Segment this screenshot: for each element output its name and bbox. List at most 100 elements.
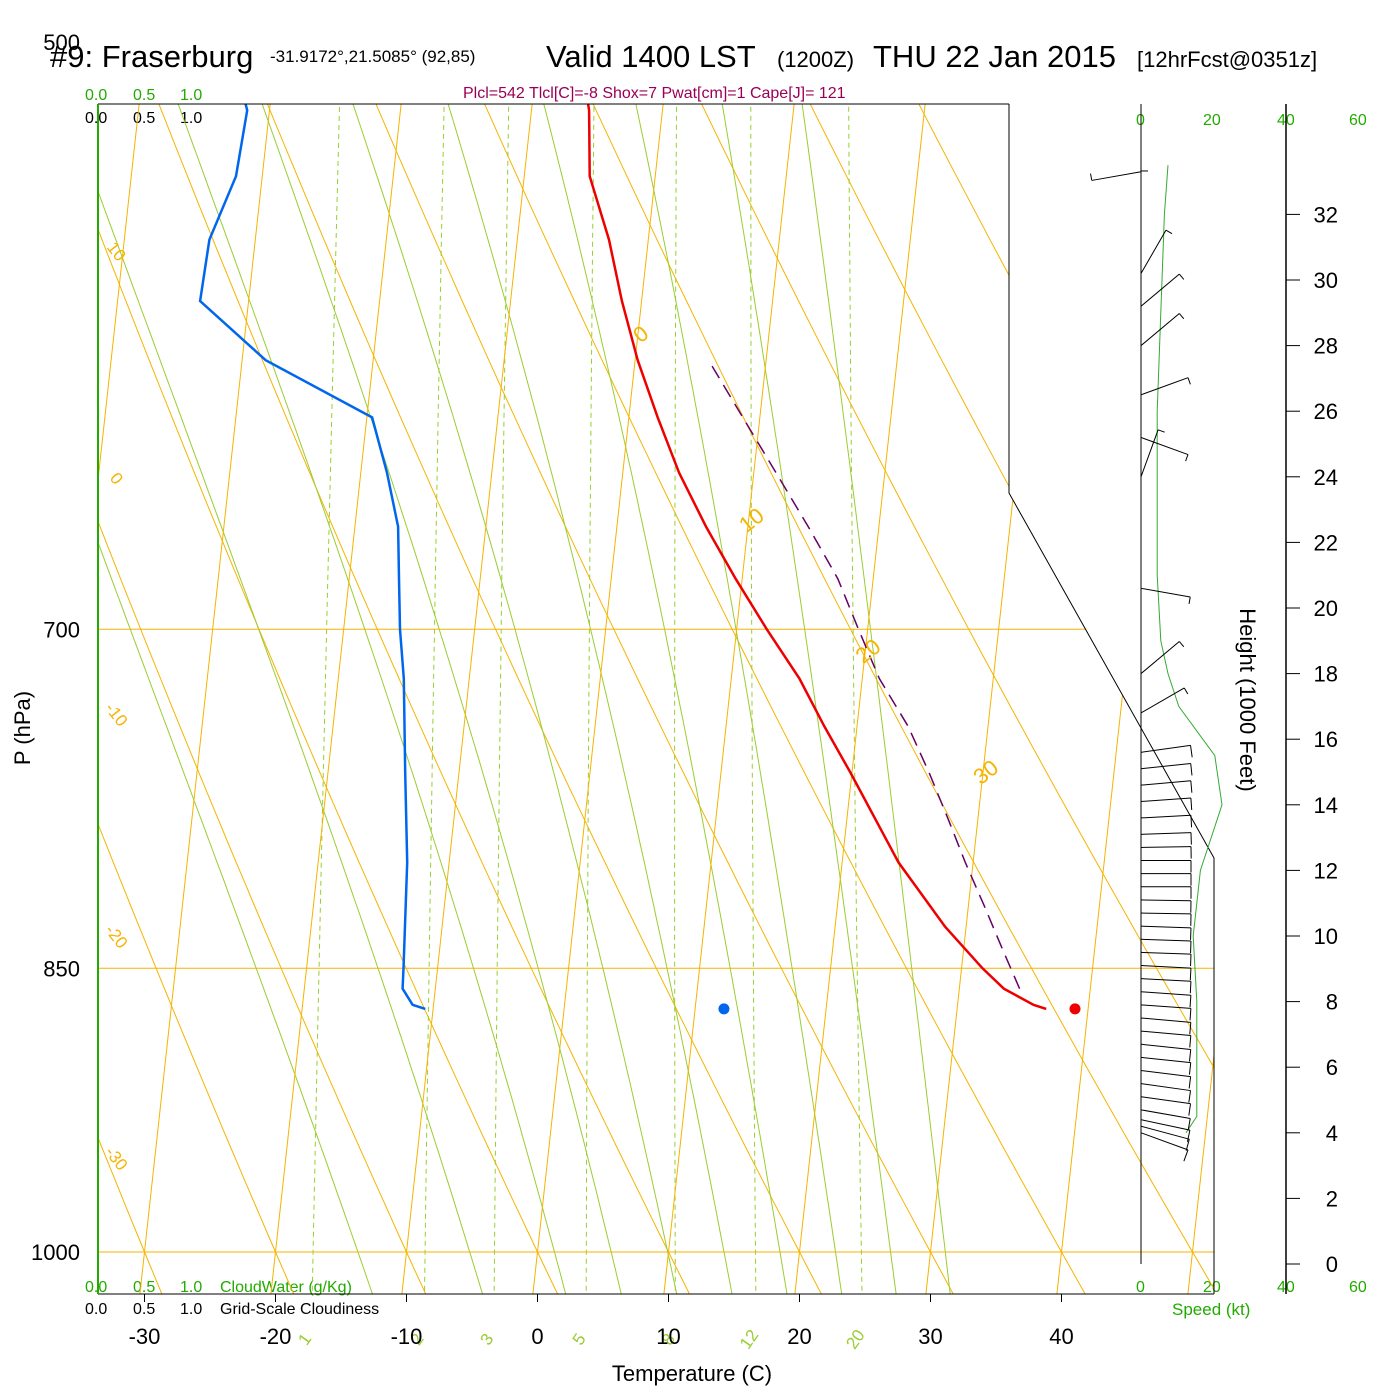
- wind-barb-flag: [1188, 596, 1191, 604]
- x-tick-label: 40: [1049, 1324, 1073, 1349]
- isotherm-line: [98, 104, 142, 1294]
- wind-barb: [1140, 978, 1192, 994]
- wind-barb-staff: [1140, 1109, 1191, 1120]
- wind-barb: [1140, 1056, 1192, 1075]
- wind-barb-staff: [1140, 1043, 1191, 1050]
- cloudiness-tick-bottom: 0.5: [133, 1301, 155, 1318]
- dry-adiabat-line: [107, 104, 1214, 1294]
- wind-barb-flag: [1190, 745, 1193, 758]
- wind-barb-staff: [1140, 814, 1191, 819]
- wind-barb: [1140, 273, 1185, 307]
- height-tick-label: 32: [1314, 202, 1338, 227]
- wind-barb-staff: [1140, 1096, 1191, 1105]
- moist-adiabat-line: [98, 104, 520, 1294]
- wind-barb-staff: [1140, 991, 1191, 996]
- height-tick-label: 26: [1314, 399, 1338, 424]
- height-tick-label: 28: [1314, 334, 1338, 359]
- wind-barb: [1140, 436, 1189, 462]
- station-title: #9: Fraserburg: [50, 39, 253, 74]
- height-tick-label: 22: [1314, 530, 1338, 555]
- height-tick-label: 10: [1314, 924, 1338, 949]
- y-axis-label: P (hPa): [10, 691, 35, 765]
- cloudiness-tick-top: 0.0: [85, 110, 107, 127]
- wind-barb-staff: [1140, 1119, 1191, 1131]
- wind-barb-staff: [1140, 899, 1192, 902]
- wind-barb-flag: [1178, 313, 1185, 320]
- wind-barb-flag: [1187, 377, 1191, 385]
- wind-barb-staff: [1140, 951, 1191, 955]
- dewpoint-profile-line: [98, 104, 426, 1011]
- wind-barb: [1140, 1069, 1192, 1089]
- dry-adiabat-line: [98, 104, 350, 1294]
- wind-barb: [1140, 744, 1193, 758]
- wind-barb: [1140, 1083, 1192, 1103]
- wind-barb-flag: [1188, 1049, 1192, 1062]
- wind-barb-staff: [1140, 1017, 1191, 1023]
- mixing-ratio-line: [674, 104, 680, 1294]
- cloudwater-tick-top: 0.0: [85, 87, 107, 104]
- wind-barb-flag: [1189, 1008, 1192, 1021]
- wind-barb-staff: [1140, 377, 1189, 396]
- wind-barb-flag: [1190, 780, 1193, 793]
- wind-barb: [1140, 1017, 1192, 1035]
- height-tick-label: 14: [1314, 793, 1338, 818]
- dry-adiabat-line: [98, 104, 1023, 1294]
- wind-barb-staff: [1140, 978, 1191, 982]
- wind-barb: [1140, 1125, 1190, 1151]
- dry-adiabat-label: -30: [101, 1143, 131, 1174]
- wind-barb: [1140, 846, 1192, 859]
- wind-barb-flag: [1157, 429, 1165, 433]
- wind-barb: [1140, 951, 1192, 967]
- dry-adiabat-line: [98, 104, 1214, 1294]
- wind-barb-staff: [1140, 1030, 1191, 1036]
- cloudiness-label: Grid-Scale Cloudiness: [220, 1301, 379, 1318]
- dry-adiabat-line: [1054, 104, 1214, 1294]
- height-tick-label: 20: [1314, 596, 1338, 621]
- wind-barb: [1140, 687, 1189, 714]
- wind-barb: [1140, 797, 1193, 811]
- wind-barb-staff: [1140, 832, 1191, 835]
- wind-barb: [1140, 965, 1192, 981]
- wind-barb-staff: [1140, 925, 1191, 929]
- speed-tick-top: 20: [1203, 112, 1221, 129]
- station-coords: -31.9172°,21.5085° (92,85): [270, 47, 475, 66]
- wind-barb-staff: [1140, 1083, 1191, 1092]
- wind-barb-flag: [1188, 1090, 1192, 1103]
- dry-adiabat-line: [98, 104, 619, 1294]
- wind-barb: [1140, 1132, 1189, 1162]
- wind-barb-flag: [1165, 229, 1173, 235]
- wind-barb: [1140, 832, 1192, 845]
- valid-zulu: (1200Z): [777, 47, 854, 72]
- wind-barb: [1141, 860, 1192, 873]
- surface-dewpoint-point: [718, 1003, 730, 1015]
- moist-adiabat-line: [111, 104, 808, 1294]
- wind-barb-flag: [1189, 981, 1192, 994]
- wind-barb-staff: [1140, 273, 1180, 307]
- wind-barb-staff: [1140, 1132, 1189, 1151]
- surface-temperature-point: [1069, 1003, 1081, 1015]
- dry-adiabat-line: [1140, 104, 1214, 1294]
- wind-barb-staff: [1140, 797, 1191, 803]
- pressure-tick-label: 500: [43, 30, 80, 55]
- isotherm-line: [923, 104, 1059, 1294]
- mixing-ratio-line: [846, 104, 864, 1294]
- moist-adiabat-line: [98, 104, 756, 1294]
- wind-barb-flag: [1190, 797, 1193, 811]
- wind-barb-staff: [1140, 687, 1185, 714]
- wind-barb: [1140, 899, 1192, 913]
- mixing-ratio-label: 1: [294, 1330, 315, 1349]
- wind-barb: [1140, 925, 1192, 940]
- wind-barb: [1090, 171, 1142, 181]
- parcel-path-line: [707, 359, 1021, 989]
- wind-barb: [1141, 886, 1192, 899]
- isotherm-label: 10: [734, 503, 769, 538]
- wind-barb-staff: [1140, 1125, 1190, 1140]
- cloudwater-label: CloudWater (g/Kg): [220, 1279, 352, 1296]
- wind-barb: [1140, 313, 1185, 346]
- wind-barb-flag: [1183, 687, 1189, 695]
- cloudwater-tick-top: 1.0: [180, 87, 202, 104]
- cloudiness-tick-top: 1.0: [180, 110, 202, 127]
- wind-barb-flag: [1189, 1035, 1192, 1048]
- cloudiness-tick-top: 0.5: [133, 110, 155, 127]
- x-tick-label: 0: [531, 1324, 543, 1349]
